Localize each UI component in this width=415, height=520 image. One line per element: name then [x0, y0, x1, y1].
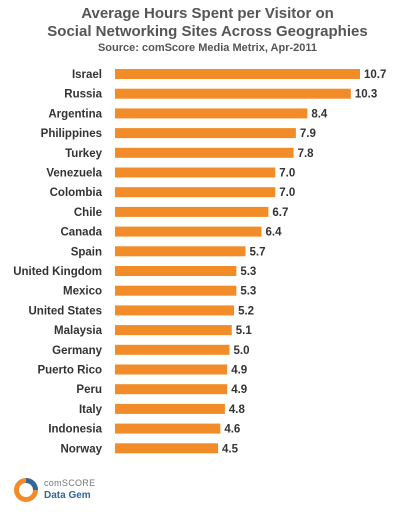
category-label-turkey: Turkey: [65, 148, 102, 160]
value-label-peru: 4.9: [231, 384, 247, 396]
logo-text-data-gem: Data Gem: [44, 490, 91, 501]
bar-philippines: [115, 128, 296, 139]
category-label-mexico: Mexico: [63, 286, 102, 298]
category-label-norway: Norway: [60, 443, 102, 455]
bar-italy: [115, 403, 225, 414]
category-label-spain: Spain: [71, 246, 102, 258]
category-label-canada: Canada: [60, 227, 102, 239]
bar-germany: [115, 344, 230, 355]
category-label-russia: Russia: [64, 89, 102, 101]
category-label-puerto-rico: Puerto Rico: [37, 365, 102, 377]
value-label-philippines: 7.9: [300, 128, 316, 140]
chart-title-line-1: Average Hours Spent per Visitor on: [81, 5, 334, 22]
value-label-chile: 6.7: [272, 207, 288, 219]
bar-mexico: [115, 285, 237, 296]
bar-puerto-rico: [115, 364, 228, 375]
value-label-norway: 4.5: [222, 443, 239, 455]
category-label-united-states: United States: [29, 305, 103, 317]
category-label-venezuela: Venezuela: [46, 168, 102, 180]
bar-spain: [115, 246, 246, 257]
bar-argentina: [115, 108, 308, 119]
chart-source: Source: comScore Media Metrix, Apr-2011: [97, 42, 318, 54]
value-label-israel: 10.7: [364, 69, 386, 81]
value-label-colombia: 7.0: [279, 187, 295, 199]
bar-colombia: [115, 187, 276, 198]
value-label-mexico: 5.3: [240, 286, 256, 298]
bar-israel: [115, 69, 360, 79]
category-label-israel: Israel: [72, 69, 102, 81]
category-label-peru: Peru: [76, 384, 102, 396]
bar-indonesia: [115, 423, 221, 434]
bar-united-states: [115, 305, 235, 316]
value-label-united-kingdom: 5.3: [240, 266, 256, 278]
bar-chart: Israel 10.7 Russia 10.3 Argentina 8.4 Philippi…: [13, 69, 386, 455]
bar-canada: [115, 226, 262, 237]
bar-malaysia: [115, 325, 232, 336]
category-label-germany: Germany: [52, 345, 102, 357]
bar-peru: [115, 384, 228, 395]
category-label-indonesia: Indonesia: [48, 424, 102, 436]
logo-text-comscore: comSCORE: [44, 478, 96, 488]
value-label-argentina: 8.4: [311, 108, 328, 120]
bar-norway: [115, 443, 219, 454]
category-label-philippines: Philippines: [41, 128, 102, 140]
value-label-venezuela: 7.0: [279, 168, 295, 180]
category-label-chile: Chile: [74, 207, 102, 219]
bar-united-kingdom: [115, 266, 237, 276]
value-label-malaysia: 5.1: [236, 325, 253, 337]
bar-venezuela: [115, 167, 276, 178]
bar-russia: [115, 88, 351, 99]
value-label-indonesia: 4.6: [224, 424, 240, 436]
value-label-canada: 6.4: [266, 227, 283, 239]
category-label-argentina: Argentina: [48, 108, 102, 120]
value-label-germany: 5.0: [233, 345, 249, 357]
comscore-logo-icon: [14, 478, 38, 502]
value-label-turkey: 7.8: [298, 148, 315, 160]
bar-turkey: [115, 147, 294, 158]
chart-title-line-2: Social Networking Sites Across Geographi…: [47, 23, 368, 40]
chart-title: Average Hours Spent per Visitor on Socia…: [0, 5, 415, 41]
comscore-logo: comSCORE Data Gem: [12, 474, 132, 514]
value-label-puerto-rico: 4.9: [231, 365, 247, 377]
category-label-italy: Italy: [79, 404, 103, 416]
category-label-colombia: Colombia: [50, 187, 103, 199]
value-label-united-states: 5.2: [238, 305, 254, 317]
value-label-italy: 4.8: [229, 404, 246, 416]
bar-chile: [115, 206, 269, 217]
category-label-malaysia: Malaysia: [54, 325, 103, 337]
value-label-spain: 5.7: [250, 246, 266, 258]
value-label-russia: 10.3: [355, 89, 377, 101]
category-label-united-kingdom: United Kingdom: [13, 266, 102, 278]
